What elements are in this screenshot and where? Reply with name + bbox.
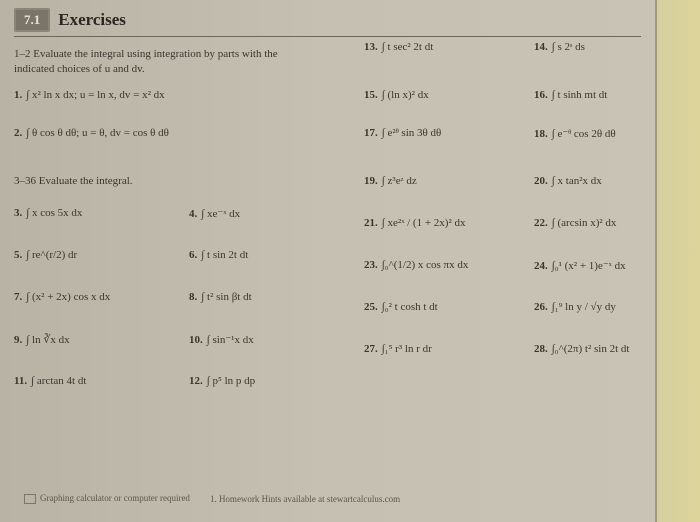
exercise-17: 17.∫ e²ᶿ sin 3θ dθ [364, 127, 441, 139]
calculator-icon [24, 494, 36, 504]
exercise-8: 8.∫ t² sin βt dt [189, 291, 252, 303]
exercise-28: 28.∫₀^(2π) t² sin 2t dt [534, 343, 629, 355]
section-number: 7.1 [14, 8, 50, 32]
subhead-3-36: 3–36 Evaluate the integral. [14, 175, 133, 187]
exercise-27: 27.∫₁⁵ r³ ln r dr [364, 343, 432, 355]
intro-line-a: 1–2 Evaluate the integral using integrat… [14, 48, 278, 60]
section-title: Exercises [58, 10, 126, 30]
intro-text: 1–2 Evaluate the integral using integrat… [14, 47, 334, 77]
intro-line-b: indicated choices of u and dv. [14, 63, 145, 75]
exercise-12: 12.∫ p⁵ ln p dp [189, 375, 255, 387]
exercise-20: 20.∫ x tan²x dx [534, 175, 602, 187]
exercise-2: 2.∫ θ cos θ dθ; u = θ, dv = cos θ dθ [14, 127, 169, 139]
exercise-5: 5.∫ re^(r/2) dr [14, 249, 77, 261]
exercise-11: 11.∫ arctan 4t dt [14, 375, 86, 387]
exercise-24: 24.∫₀¹ (x² + 1)e⁻ˣ dx [534, 259, 626, 272]
exercise-6: 6.∫ t sin 2t dt [189, 249, 248, 261]
exercise-1: 1.∫ x² ln x dx; u = ln x, dv = x² dx [14, 89, 165, 101]
exercise-15: 15.∫ (ln x)² dx [364, 89, 429, 101]
exercise-23: 23.∫₀^(1/2) x cos πx dx [364, 259, 468, 271]
page-right-edge [655, 0, 700, 522]
footer-hints: 1. Homework Hints available at stewartca… [210, 494, 400, 504]
textbook-page: 7.1 Exercises 1–2 Evaluate the integral … [0, 0, 655, 522]
footer: Graphing calculator or computer required… [24, 493, 400, 504]
exercise-13: 13.∫ t sec² 2t dt [364, 41, 433, 53]
exercise-4: 4.∫ xe⁻ˣ dx [189, 207, 240, 220]
section-header: 7.1 Exercises [14, 8, 641, 37]
exercise-25: 25.∫₀² t cosh t dt [364, 301, 438, 313]
footer-calc: Graphing calculator or computer required [24, 493, 190, 504]
exercise-22: 22.∫ (arcsin x)² dx [534, 217, 616, 229]
exercise-21: 21.∫ xe²ˣ / (1 + 2x)² dx [364, 217, 466, 229]
exercise-7: 7.∫ (x² + 2x) cos x dx [14, 291, 110, 303]
exercise-grid: 13.∫ t sec² 2t dt 14.∫ s 2ˢ ds 1.∫ x² ln… [14, 89, 641, 469]
exercise-14: 14.∫ s 2ˢ ds [534, 41, 585, 53]
exercise-3: 3.∫ x cos 5x dx [14, 207, 82, 219]
exercise-19: 19.∫ z³eᶻ dz [364, 175, 417, 187]
exercise-26: 26.∫₁⁹ ln y / √y dy [534, 301, 616, 313]
exercise-10: 10.∫ sin⁻¹x dx [189, 333, 254, 346]
exercise-16: 16.∫ t sinh mt dt [534, 89, 607, 101]
exercise-9: 9.∫ ln ∛x dx [14, 333, 70, 346]
exercise-18: 18.∫ e⁻ᶿ cos 2θ dθ [534, 127, 616, 140]
